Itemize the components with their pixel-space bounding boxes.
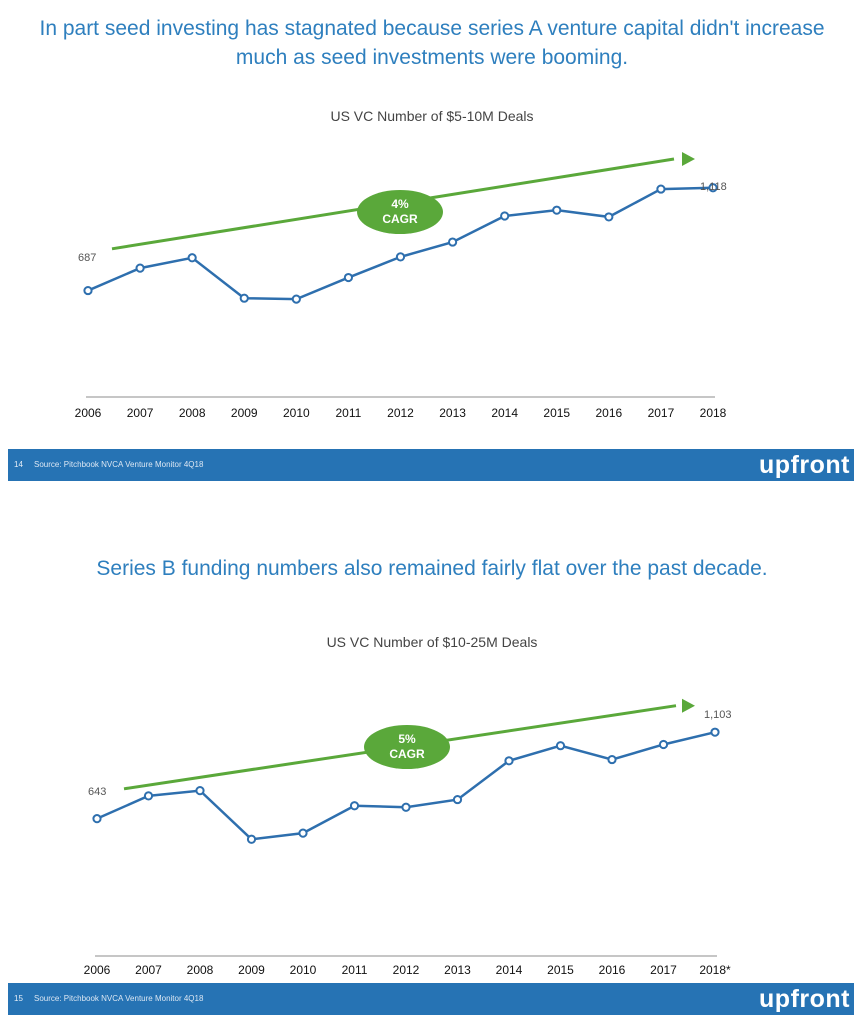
- x-tick-label: 2013: [439, 406, 466, 420]
- slide-15: Series B funding numbers also remained f…: [0, 528, 864, 1025]
- data-point: [246, 834, 257, 844]
- data-point: [504, 756, 514, 766]
- data-point: [187, 253, 197, 263]
- data-point: [656, 184, 666, 194]
- x-tick-label: 2016: [595, 406, 622, 420]
- source-note: Source: Pitchbook NVCA Venture Monitor 4…: [34, 994, 204, 1003]
- data-point: [658, 739, 669, 750]
- x-tick-label: 2015: [547, 963, 574, 977]
- source-note: Source: Pitchbook NVCA Venture Monitor 4…: [34, 460, 204, 469]
- trend-arrowhead: [682, 698, 695, 713]
- data-point: [291, 294, 301, 304]
- x-tick-label: 2006: [75, 406, 102, 420]
- slide-headline: Series B funding numbers also remained f…: [96, 557, 768, 580]
- line-chart-10-25m-deals: 2006 2007 2008 2009 2010 2011 2012 2013 2014 2015…: [84, 698, 732, 977]
- data-point: [343, 272, 354, 283]
- chart-title: US VC Number of $5-10M Deals: [330, 108, 534, 124]
- data-point: [135, 263, 145, 273]
- last-value-label: 1,118: [700, 181, 727, 193]
- data-point: [710, 727, 720, 737]
- x-tick-label: 2015: [543, 406, 570, 420]
- upfront-logo: upfront: [759, 451, 850, 479]
- first-value-label: 643: [88, 786, 106, 798]
- data-point: [500, 211, 510, 221]
- x-tick-label: 2011: [342, 963, 368, 977]
- x-tick-label: 2010: [290, 963, 317, 977]
- x-tick-label: 2018*: [699, 963, 731, 977]
- chart-title: US VC Number of $10-25M Deals: [326, 634, 538, 650]
- data-point: [708, 183, 718, 193]
- upfront-logo: upfront: [759, 985, 850, 1013]
- data-point: [349, 801, 360, 811]
- x-tick-label: 2006: [84, 963, 111, 977]
- page-number: 15: [14, 994, 23, 1003]
- x-tick-label: 2014: [491, 406, 518, 420]
- first-value-label: 687: [78, 252, 96, 264]
- x-tick-label: 2017: [648, 406, 675, 420]
- x-tick-label: 2007: [135, 963, 162, 977]
- trend-arrowhead: [682, 151, 695, 166]
- data-point: [195, 786, 205, 796]
- data-point: [401, 802, 411, 812]
- data-point: [604, 212, 614, 222]
- data-point: [607, 754, 617, 765]
- x-tick-label: 2012: [393, 963, 420, 977]
- last-value-label: 1,103: [704, 709, 732, 721]
- data-point: [447, 237, 458, 247]
- cagr-badge: [357, 190, 443, 234]
- data-point: [395, 252, 406, 262]
- slide-footer: 14 Source: Pitchbook NVCA Venture Monito…: [8, 449, 854, 481]
- x-tick-label: 2016: [599, 963, 626, 977]
- x-tick-label: 2008: [187, 963, 214, 977]
- line-chart-5-10m-deals: 2006 2007 2008 2009 2010 2011 2012 2013 2014 2015…: [75, 151, 727, 420]
- x-tick-label: 2014: [496, 963, 523, 977]
- x-tick-label: 2009: [238, 963, 265, 977]
- page-number: 14: [14, 460, 23, 469]
- data-point: [143, 791, 154, 801]
- cagr-percent: 4%: [391, 197, 409, 211]
- slide-footer: 15 Source: Pitchbook NVCA Venture Monito…: [8, 983, 854, 1015]
- x-tick-label: 2011: [336, 406, 362, 420]
- x-tick-label: 2013: [444, 963, 471, 977]
- x-tick-label: 2008: [179, 406, 206, 420]
- x-tick-label: 2018: [700, 406, 727, 420]
- x-tick-label: 2012: [387, 406, 414, 420]
- cagr-label: CAGR: [389, 747, 425, 761]
- data-point: [298, 828, 308, 838]
- cagr-label: CAGR: [382, 212, 418, 226]
- data-point: [452, 794, 463, 805]
- slide-14: In part seed investing has stagnated bec…: [0, 0, 864, 485]
- cagr-percent: 5%: [398, 732, 416, 746]
- data-point: [239, 293, 249, 303]
- data-point: [92, 814, 102, 824]
- x-tick-label: 2010: [283, 406, 310, 420]
- data-point: [83, 285, 93, 296]
- cagr-badge: [364, 725, 450, 769]
- slide-headline: In part seed investing has stagnated bec…: [39, 17, 825, 69]
- data-point: [555, 741, 566, 751]
- x-tick-label: 2009: [231, 406, 258, 420]
- data-point: [552, 205, 562, 215]
- x-tick-label: 2017: [650, 963, 677, 977]
- x-tick-label: 2007: [127, 406, 154, 420]
